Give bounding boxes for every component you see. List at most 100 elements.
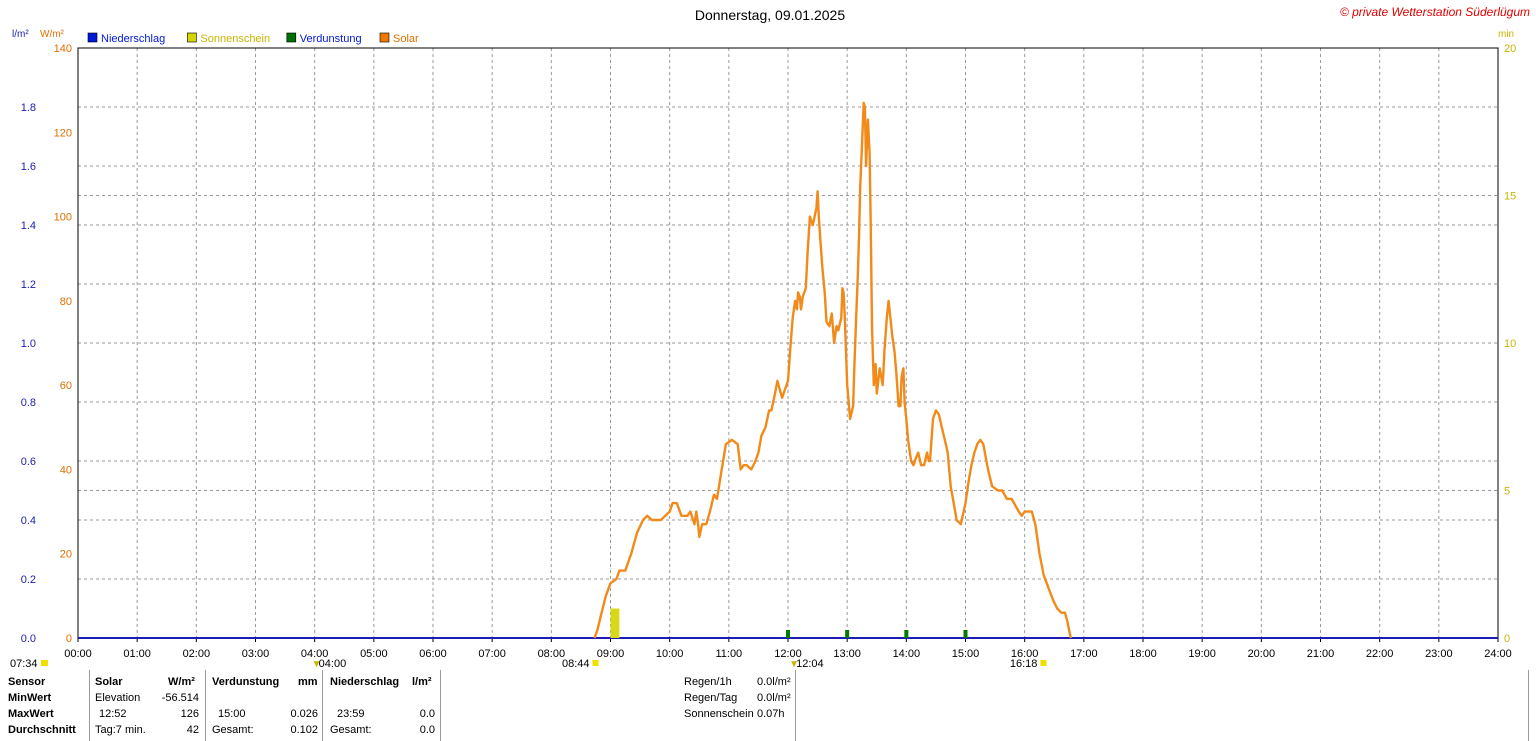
marker-arrow: ▼ xyxy=(789,659,799,668)
solar-avg-value: 42 xyxy=(186,724,199,736)
x-axis: 00:00 01:00 02:00 03:00 04:00 05:00 06:00 07:00… xyxy=(64,638,1512,660)
x-tick-label: 13:00 xyxy=(833,648,861,660)
stats-divider xyxy=(440,670,441,741)
y-tick-label-precip: 1.2 xyxy=(21,279,36,291)
y-tick-label-precip: 0.2 xyxy=(21,574,36,586)
y-axis-precip: 0.0 0.2 0.4 0.6 0.8 1.0 1.2 1.4 1.6 1.8 xyxy=(21,102,36,645)
x-tick-label: 08:00 xyxy=(538,648,566,660)
weather-chart: Donnerstag, 09.01.2025 © private Wetters… xyxy=(10,5,1530,668)
precip-header: Niederschlag xyxy=(330,676,400,688)
marker-time-label: 07:34 xyxy=(10,658,38,668)
y-tick-label-solar: 100 xyxy=(54,212,72,224)
marker-time-label: 16:18 xyxy=(1010,658,1038,668)
summary-sunshine-value: 0.07h xyxy=(757,708,785,720)
x-tick-label: 01:00 xyxy=(123,648,151,660)
y-tick-label-precip: 1.0 xyxy=(21,338,36,350)
evaporation-unit: mm xyxy=(298,676,318,688)
solar-max-value: 126 xyxy=(180,708,199,720)
y-tick-label-minutes: 0 xyxy=(1504,633,1510,645)
summary-rain-hour-value: 0.0l/m² xyxy=(757,676,791,688)
x-tick-label: 03:00 xyxy=(242,648,270,660)
legend-swatch xyxy=(286,32,297,43)
legend-swatch xyxy=(379,32,390,43)
x-tick-label: 19:00 xyxy=(1188,648,1216,660)
marker-time-label: 08:44 xyxy=(562,658,590,668)
evaporation-mark xyxy=(904,630,909,638)
x-tick-label: 23:00 xyxy=(1425,648,1453,660)
y-tick-label-solar: 140 xyxy=(54,43,72,55)
stats-divider xyxy=(795,670,796,741)
sun-marker-icon xyxy=(592,660,599,666)
maxwert-label: MaxWert xyxy=(8,708,54,720)
legend-swatch xyxy=(87,32,98,43)
x-tick-label: 16:00 xyxy=(1011,648,1039,660)
unit-solar-label: W/m² xyxy=(40,29,65,40)
stats-divider xyxy=(1528,670,1529,741)
x-tick-label: 02:00 xyxy=(183,648,211,660)
x-tick-label: 04:00 xyxy=(301,648,329,660)
x-tick-label: 15:00 xyxy=(952,648,980,660)
sensor-header: Sensor xyxy=(8,676,46,688)
grid xyxy=(77,47,1499,639)
solar-min-value: -56.514 xyxy=(161,692,199,704)
x-tick-label: 22:00 xyxy=(1366,648,1394,660)
solar-unit: W/m² xyxy=(168,676,195,688)
summary-rain-day-label: Regen/Tag xyxy=(684,692,738,704)
copyright-label: © private Wetterstation Süderlügum xyxy=(1340,5,1530,19)
x-tick-label: 09:00 xyxy=(597,648,625,660)
precip-total-label: Gesamt: xyxy=(330,724,372,736)
y-tick-label-minutes: 15 xyxy=(1504,191,1516,203)
y-tick-label-precip: 0.6 xyxy=(21,456,36,468)
durchschnitt-label: Durchschnitt xyxy=(8,724,76,736)
y-tick-label-precip: 1.6 xyxy=(21,161,36,173)
precip-max-value: 0.0 xyxy=(419,708,435,720)
x-tick-label: 11:00 xyxy=(715,648,742,660)
unit-min-label: min xyxy=(1498,29,1514,40)
y-axis-solar: 0 20 40 60 80 100 120 140 xyxy=(54,43,72,645)
x-tick-label: 00:00 xyxy=(64,648,92,660)
y-tick-label-minutes: 20 xyxy=(1504,43,1516,55)
time-markers: 07:34 ▼04:00 08:44 ▼12:04 16:18 xyxy=(10,658,1047,668)
evaporation-header: Verdunstung xyxy=(212,676,280,688)
x-tick-label: 12:00 xyxy=(774,648,802,660)
x-tick-label: 14:00 xyxy=(893,648,921,660)
legend-label: Sonnenschein xyxy=(200,33,270,45)
solar-header: Solar xyxy=(95,676,123,688)
solar-min-label: Elevation xyxy=(95,692,141,704)
x-tick-label: 05:00 xyxy=(360,648,388,660)
series-solar xyxy=(593,101,1072,639)
y-tick-label-solar: 120 xyxy=(54,127,72,139)
evaporation-mark xyxy=(786,630,790,638)
solar-max-time: 12:52 xyxy=(99,708,127,720)
y-tick-label-solar: 0 xyxy=(66,633,72,645)
precip-max-time: 23:59 xyxy=(337,708,365,720)
evaporation-max-time: 15:00 xyxy=(218,708,246,720)
y-tick-label-precip: 1.8 xyxy=(21,102,36,114)
solar-avg-label: Tag:7 min. xyxy=(95,724,146,736)
summary-rain-day-value: 0.0l/m² xyxy=(757,692,791,704)
sunshine-bar xyxy=(610,608,620,638)
series-group xyxy=(78,101,1498,639)
legend-label: Niederschlag xyxy=(101,33,165,45)
evaporation-total-label: Gesamt: xyxy=(212,724,254,736)
x-tick-label: 24:00 xyxy=(1484,648,1512,660)
sun-marker-icon xyxy=(1040,660,1047,666)
x-tick-label: 07:00 xyxy=(478,648,506,660)
evaporation-mark xyxy=(963,630,968,638)
x-tick-label: 20:00 xyxy=(1248,648,1276,660)
summary-sunshine-label: Sonnenschein xyxy=(684,708,754,720)
x-tick-label: 17:00 xyxy=(1070,648,1098,660)
evaporation-max-value: 0.026 xyxy=(290,708,318,720)
minwert-label: MinWert xyxy=(8,692,52,704)
legend-label: Solar xyxy=(393,33,419,45)
unit-precip-label: l/m² xyxy=(12,29,29,40)
y-tick-label-solar: 60 xyxy=(60,380,72,392)
evaporation-mark xyxy=(845,630,850,638)
y-tick-label-solar: 20 xyxy=(60,549,72,561)
precip-total-value: 0.0 xyxy=(419,724,435,736)
x-tick-label: 18:00 xyxy=(1129,648,1157,660)
chart-title: Donnerstag, 09.01.2025 xyxy=(695,7,845,23)
y-tick-label-minutes: 5 xyxy=(1504,486,1510,498)
y-tick-label-solar: 40 xyxy=(60,464,72,476)
legend: Niederschlag Sonnenschein Verdunstung Solar xyxy=(87,32,419,45)
